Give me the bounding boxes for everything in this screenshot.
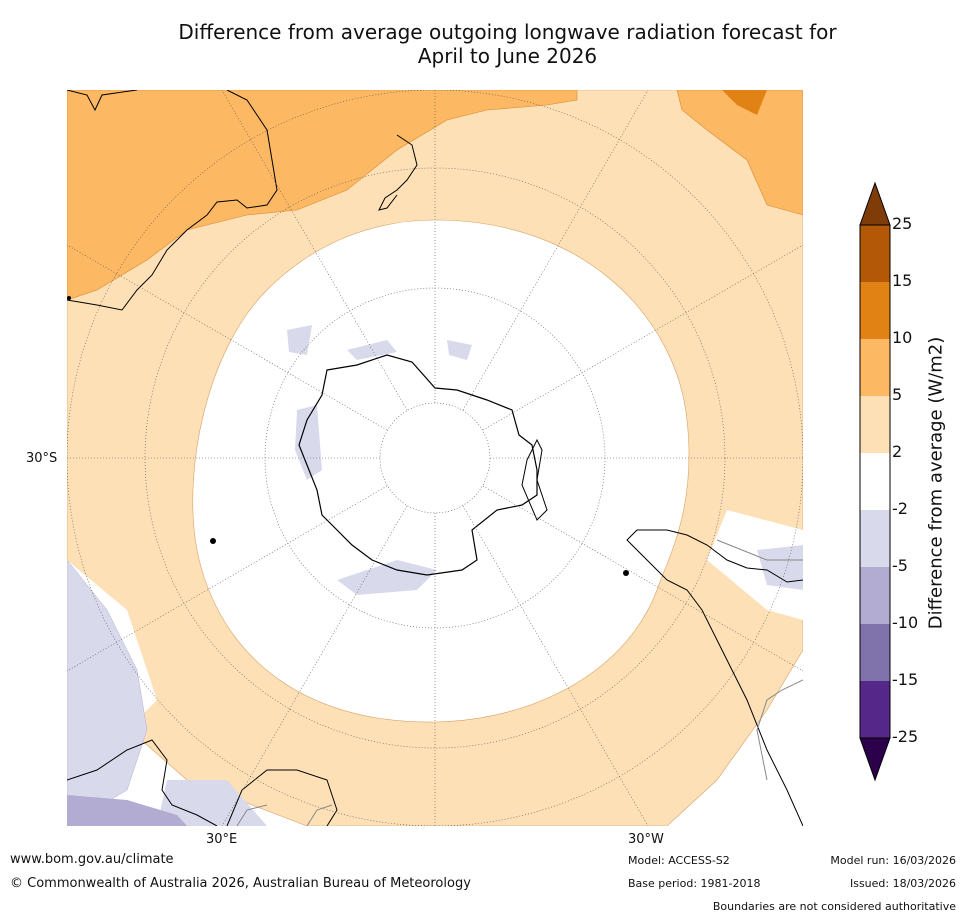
colorbar-m25-m15 — [860, 681, 890, 738]
anomaly-band-minus5-to-minus10 — [67, 795, 187, 826]
model-run-text: Model run: 16/03/2026 — [830, 854, 956, 867]
latitude-label-30s: 30°S — [26, 451, 58, 466]
colorbar-tick: 25 — [892, 214, 913, 233]
chart-title: Difference from average outgoing longwav… — [0, 20, 965, 68]
colorbar-2-5 — [860, 396, 890, 453]
colorbar-neutral — [860, 453, 890, 510]
anomaly-band-minus2-to-minus5 — [67, 559, 148, 826]
colorbar-5-10 — [860, 339, 890, 396]
island — [210, 538, 216, 544]
colorbar-tick: 10 — [892, 328, 913, 347]
issued-text: Issued: 18/03/2026 — [849, 877, 956, 890]
colorbar-extend-over — [859, 181, 891, 226]
colorbar-m15-m10 — [860, 624, 890, 681]
anomaly-band-5-to-10 — [67, 90, 578, 301]
colorbar-tick: 15 — [892, 271, 913, 290]
longitude-label-30e: 30°E — [206, 832, 238, 847]
longitude-label-30w: 30°W — [628, 832, 664, 847]
colorbar-tick: -2 — [892, 499, 908, 518]
colorbar-15-25 — [860, 225, 890, 282]
polar-stereographic-map — [67, 90, 803, 826]
title-line-1: Difference from average outgoing longwav… — [178, 20, 837, 44]
model-text: Model: ACCESS-S2 — [628, 854, 730, 867]
colorbar-tick: -10 — [892, 613, 919, 632]
graticule — [67, 90, 803, 826]
australia-coastline — [67, 90, 278, 311]
colorbar-10-15 — [860, 282, 890, 339]
colorbar-tick: -5 — [892, 556, 908, 575]
base-period-text: Base period: 1981-2018 — [628, 877, 761, 890]
colorbar-tick: 2 — [892, 442, 903, 461]
new-zealand-coastline — [378, 134, 418, 211]
disclaimer-text: Boundaries are not considered authoritat… — [712, 900, 956, 913]
website-link[interactable]: www.bom.gov.au/climate — [10, 852, 174, 867]
colorbar — [855, 180, 895, 785]
south-america-coastline — [626, 529, 803, 826]
colorbar-tick: -25 — [892, 727, 919, 746]
anomaly-band-10-to-15 — [722, 90, 767, 115]
colorbar-m5-m2 — [860, 510, 890, 567]
colorbar-extend-under — [859, 737, 891, 782]
africa-coastline — [67, 739, 338, 826]
antarctica-coastline — [298, 354, 538, 576]
colorbar-tick: 5 — [892, 385, 903, 404]
colorbar-m10-m5 — [860, 567, 890, 624]
copyright-text: © Commonwealth of Australia 2026, Austra… — [10, 876, 471, 891]
colorbar-tick: -15 — [892, 670, 919, 689]
title-line-2: April to June 2026 — [417, 44, 598, 68]
